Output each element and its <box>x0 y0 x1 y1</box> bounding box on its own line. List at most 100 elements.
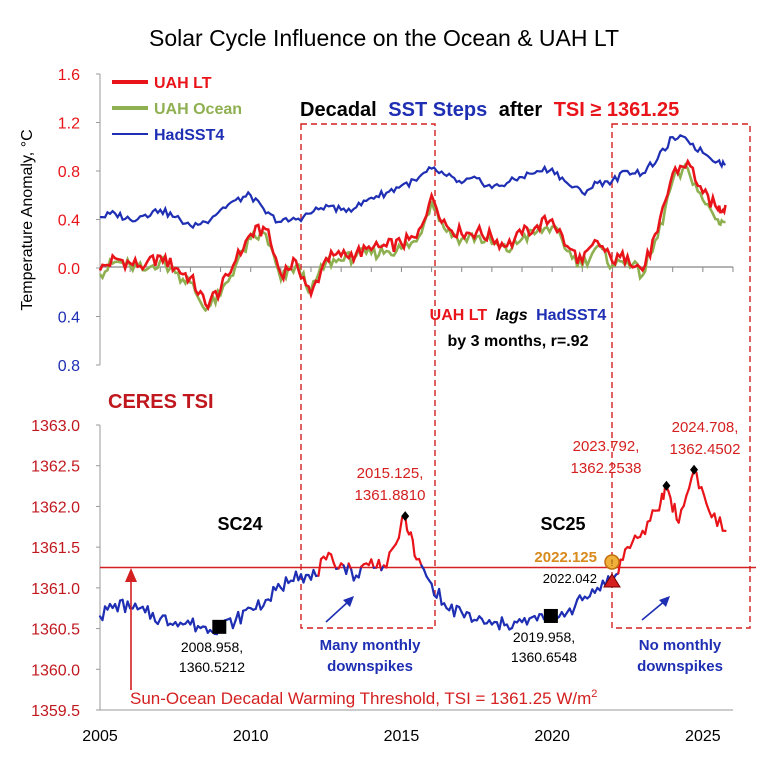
tsi-segment <box>571 605 576 616</box>
lag-note-line1: UAH LT lags HadSST4 <box>430 307 607 324</box>
tsi-segment <box>411 538 416 557</box>
series-uah-ocean <box>98 162 726 313</box>
tsi-segment <box>510 620 516 630</box>
x-tick-label: 2020 <box>534 728 570 745</box>
legend-label-hadsst4: HadSST4 <box>154 127 224 144</box>
tsi-segment <box>687 477 693 490</box>
lag-note-line2: by 3 months, r=.92 <box>448 333 589 350</box>
tsi-segment <box>357 565 363 579</box>
tsi-segment <box>702 493 708 505</box>
many-downspikes-l2: downspikes <box>327 658 413 675</box>
tsi-segment <box>677 508 683 524</box>
upper-y-axis-label: Temperature Anomaly, °C <box>19 129 36 310</box>
peak24-annotation-l2: 1361.8810 <box>355 487 426 504</box>
upper-y-tick-label: 0.8 <box>58 164 80 181</box>
sc24-peak-marker <box>401 511 410 522</box>
tsi-segment <box>370 558 375 569</box>
sc25-dashed-box <box>611 123 751 629</box>
lower-y-tick-label: 1360.0 <box>31 662 80 679</box>
tsi-segment <box>657 501 662 512</box>
sc25-peak-b-marker <box>690 464 699 475</box>
tsi-segment <box>397 516 404 539</box>
tsi-segment <box>682 494 688 507</box>
ceres-tsi-label: CERES TSI <box>108 391 214 413</box>
headline-part2: SST Steps <box>388 99 487 121</box>
lower-y-tick-label: 1363.0 <box>31 418 80 435</box>
sc25-peak-a-marker <box>662 480 671 491</box>
tsi-segment <box>695 471 701 490</box>
series-uah-lt <box>98 158 727 312</box>
sc25-label: SC25 <box>540 514 585 534</box>
tsi-segment <box>535 613 541 622</box>
sc25-minimum-marker <box>543 608 558 623</box>
svg-text:!: ! <box>611 558 614 568</box>
series-ceres-tsi <box>98 468 727 636</box>
upper-y-tick-labels: 1.6 1.2 0.8 0.4 0.0 0.4 0.8 <box>58 67 80 375</box>
min25-annotation-l1: 2019.958, <box>513 629 575 645</box>
tsi-segment <box>257 599 262 611</box>
tsi-segment <box>417 557 423 567</box>
tsi-segment <box>598 579 604 592</box>
tsi-segment <box>146 605 152 620</box>
tsi-segment <box>317 557 323 577</box>
tsi-segment <box>573 598 579 609</box>
sc24-minimum-marker <box>212 619 227 634</box>
no-downspikes-l2: downspikes <box>637 658 723 675</box>
lower-y-tick-label: 1362.0 <box>31 499 80 516</box>
headline-part4: TSI ≥ 1361.25 <box>554 99 680 121</box>
tsi-segment <box>282 576 287 592</box>
chart-title: Solar Cycle Influence on the Ocean & UAH… <box>149 25 619 51</box>
headline: Decadal SST Steps after TSI ≥ 1361.25 <box>300 99 679 121</box>
tsi-segment <box>330 553 335 564</box>
min24-annotation-l2: 1360.5212 <box>179 659 245 675</box>
threshold-cross-circle <box>604 554 620 570</box>
tsi-segment <box>453 604 458 618</box>
tsi-segment <box>621 548 627 561</box>
tsi-segment <box>116 599 122 613</box>
tsi-segment <box>685 487 691 497</box>
lower-y-tick-label: 1361.5 <box>31 540 80 557</box>
tsi-segment <box>643 520 649 536</box>
x-tick-labels: 2005 2010 2015 2020 2025 <box>82 728 721 745</box>
tsi-segment <box>191 617 197 633</box>
peak24-annotation-l1: 2015.125, <box>357 465 424 482</box>
lower-y-tick-label: 1360.5 <box>31 622 80 639</box>
series-hadsst4 <box>100 133 727 230</box>
tsi-segment <box>101 605 107 622</box>
threshold-cross-triangle <box>603 573 621 588</box>
peak25a-annotation-l1: 2023.792, <box>573 438 640 455</box>
headline-part1: Decadal <box>300 99 377 121</box>
tsi-segment <box>705 502 711 512</box>
min25-annotation-l2: 1360.6548 <box>511 649 577 665</box>
tsi-segment <box>350 568 355 582</box>
tsi-segment <box>385 551 391 569</box>
upper-y-tick-label: 0.4 <box>58 310 80 327</box>
lower-y-tick-label: 1361.0 <box>31 581 80 598</box>
upper-y-tick-label: 1.6 <box>58 67 80 84</box>
threshold-caption: Sun-Ocean Decadal Warming Threshold, TSI… <box>130 688 597 708</box>
upper-y-tick-label: 1.2 <box>58 116 80 133</box>
tsi-segment <box>648 509 654 522</box>
cross-red-annotation: 2022.042 <box>543 571 597 586</box>
legend-label-uah-lt: UAH LT <box>154 75 212 92</box>
peak25b-annotation-l2: 1362.4502 <box>670 441 741 458</box>
tsi-segment <box>302 573 308 584</box>
tsi-segment <box>394 536 400 546</box>
tsi-segment <box>239 609 245 625</box>
sc24-label: SC24 <box>217 514 262 534</box>
sc24-dashed-box <box>300 123 436 629</box>
tsi-segment <box>269 585 275 602</box>
no-downspikes-arrow <box>641 599 667 621</box>
x-tick-label: 2005 <box>82 728 118 745</box>
upper-y-tick-label: 0.0 <box>58 261 80 278</box>
tsi-segment <box>673 502 678 521</box>
tsi-segment <box>325 551 330 561</box>
tsi-segment <box>126 600 132 610</box>
tsi-segment <box>500 616 506 627</box>
lower-y-tick-label: 1362.5 <box>31 459 80 476</box>
lower-y-tick-label: 1359.5 <box>31 703 80 720</box>
tsi-segment <box>662 486 667 500</box>
tsi-segment <box>617 558 622 575</box>
no-downspikes-l1: No monthly <box>639 637 722 654</box>
